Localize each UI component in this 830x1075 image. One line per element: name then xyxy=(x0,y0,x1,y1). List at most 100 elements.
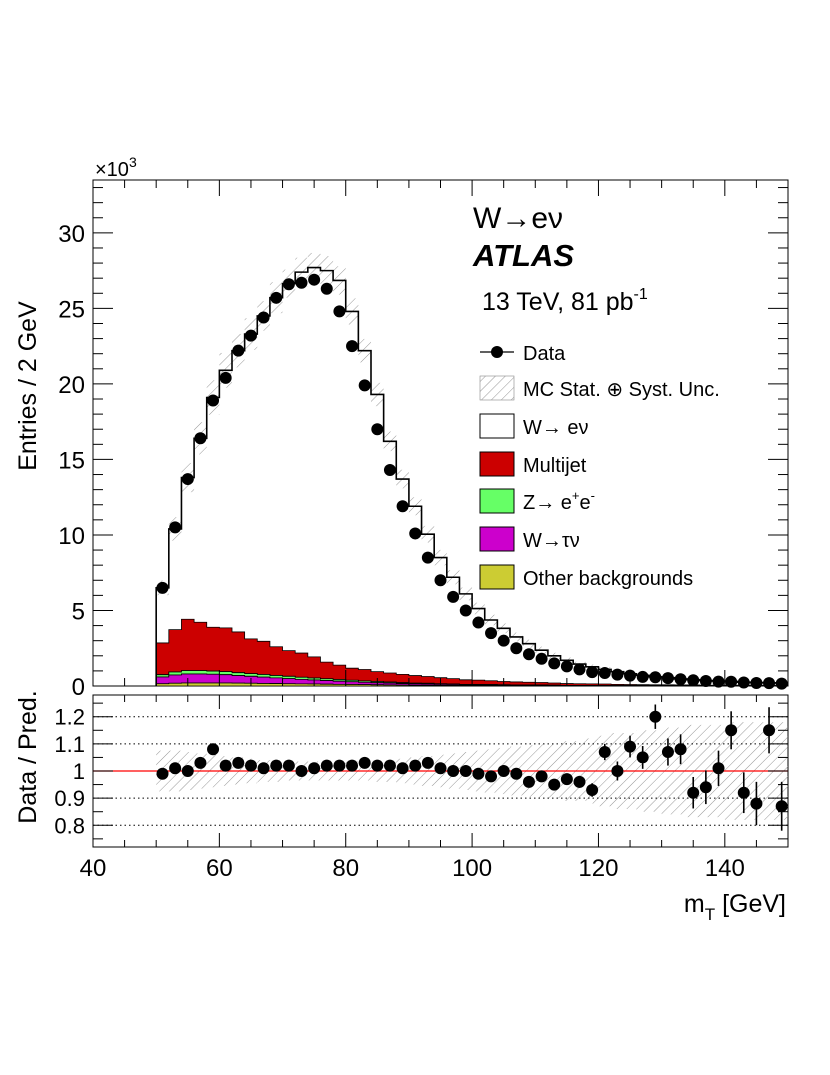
ratio-point xyxy=(219,759,232,772)
data-point xyxy=(472,616,485,629)
main-y-tick-label: 10 xyxy=(58,523,85,550)
ratio-point xyxy=(346,759,359,772)
ratio-point xyxy=(396,762,409,775)
data-point xyxy=(434,574,447,587)
ratio-point xyxy=(763,724,776,737)
legend-label-zee: Z→ e+e- xyxy=(523,488,595,514)
data-point xyxy=(586,666,599,679)
data-point xyxy=(510,642,523,655)
data-point xyxy=(548,657,561,670)
data-point xyxy=(169,521,182,534)
ratio-point xyxy=(737,786,750,799)
ratio-point xyxy=(586,784,599,796)
ratio-panel: 0.80.911.11.2 40 60 80 100 120 140 Data / Pred… xyxy=(14,690,789,924)
ratio-point xyxy=(560,773,573,786)
data-point xyxy=(661,672,674,685)
ratio-point xyxy=(383,759,396,772)
ratio-point xyxy=(750,797,763,810)
main-y-tick-label: 30 xyxy=(58,221,85,248)
ratio-point xyxy=(548,778,561,791)
ratio-point xyxy=(409,759,422,772)
data-point xyxy=(674,673,687,686)
data-point xyxy=(699,675,712,688)
ratio-point xyxy=(320,759,333,772)
ratio-point xyxy=(181,765,194,777)
data-point xyxy=(320,282,333,295)
channel-label: W→eν xyxy=(473,202,563,235)
data-point xyxy=(649,671,662,684)
data-point xyxy=(497,634,510,647)
main-y-tick-label: 20 xyxy=(58,372,85,399)
legend-entry-other: Other backgrounds xyxy=(479,564,693,590)
legend-data-marker xyxy=(491,346,503,358)
ratio-point xyxy=(472,767,485,780)
ratio-point xyxy=(358,756,371,769)
ratio-point xyxy=(207,743,220,756)
legend: Data MC Stat. ⊕ Syst. Unc. W→ eν Multije… xyxy=(479,343,720,590)
ratio-point xyxy=(510,767,523,780)
ratio-gridlines xyxy=(93,716,788,826)
data-point xyxy=(194,432,207,445)
ratio-point xyxy=(535,770,548,783)
legend-entry-data: Data xyxy=(480,343,566,365)
ratio-point xyxy=(194,756,207,769)
ratio-point xyxy=(485,770,498,783)
data-point xyxy=(535,652,548,665)
stack-wenu xyxy=(156,267,788,686)
data-point xyxy=(522,648,535,661)
data-point xyxy=(763,677,776,690)
data-point xyxy=(636,670,649,683)
legend-label-unc: MC Stat. ⊕ Syst. Unc. xyxy=(523,379,720,401)
data-point xyxy=(207,394,220,407)
main-panel: 0 5 10 15 20 25 30 ×103 Entries / 2 GeV W→eν A… xyxy=(14,154,789,701)
ratio-axes: 0.80.911.11.2 40 60 80 100 120 140 xyxy=(54,695,789,882)
ratio-point xyxy=(308,762,321,775)
data-point xyxy=(598,667,611,680)
ratio-point xyxy=(282,759,295,772)
main-y-tick-label: 25 xyxy=(58,296,85,323)
data-point xyxy=(371,423,384,436)
data-point xyxy=(611,668,624,681)
ratio-point xyxy=(712,762,725,775)
data-point xyxy=(295,276,308,289)
ratio-y-tick-label: 0.8 xyxy=(54,813,85,838)
legend-entry-unc: MC Stat. ⊕ Syst. Unc. xyxy=(479,375,720,401)
data-point xyxy=(725,675,738,688)
data-point xyxy=(346,340,359,353)
ratio-point xyxy=(371,759,384,772)
data-point xyxy=(270,291,283,304)
x-tick-label: 60 xyxy=(206,855,233,882)
legend-label-wtaunu: W→τν xyxy=(523,530,580,552)
legend-label-other: Other backgrounds xyxy=(523,568,693,590)
legend-entry-zee: Z→ e+e- xyxy=(479,488,595,514)
ratio-point xyxy=(169,762,182,775)
ratio-point xyxy=(624,740,637,753)
data-point xyxy=(624,669,637,682)
ratio-point xyxy=(295,765,308,777)
main-axes: 0 5 10 15 20 25 30 xyxy=(58,180,789,701)
x-tick-label: 100 xyxy=(452,855,492,882)
ratio-point xyxy=(232,756,245,769)
main-y-tick-label: 0 xyxy=(72,674,85,701)
data-point xyxy=(181,473,194,486)
legend-label-multijet: Multijet xyxy=(523,455,587,477)
ratio-data-points xyxy=(156,704,788,831)
data-point xyxy=(383,464,396,477)
ratio-point xyxy=(156,767,169,780)
ratio-point xyxy=(270,759,283,772)
ratio-point xyxy=(636,751,649,764)
ratio-point xyxy=(497,765,510,777)
main-y-tick-label: 5 xyxy=(72,598,85,625)
ratio-point xyxy=(421,756,434,769)
data-point xyxy=(712,675,725,688)
x-tick-label: 40 xyxy=(80,855,107,882)
x-tick-label: 80 xyxy=(332,855,359,882)
ratio-y-tick-label: 0.9 xyxy=(54,786,85,811)
data-point xyxy=(257,311,270,324)
ratio-point xyxy=(611,765,624,777)
lumi-label: 13 TeV, 81 pb-1 xyxy=(482,286,648,316)
data-point xyxy=(421,551,434,564)
legend-label-data: Data xyxy=(523,343,566,365)
ratio-point xyxy=(699,781,712,794)
